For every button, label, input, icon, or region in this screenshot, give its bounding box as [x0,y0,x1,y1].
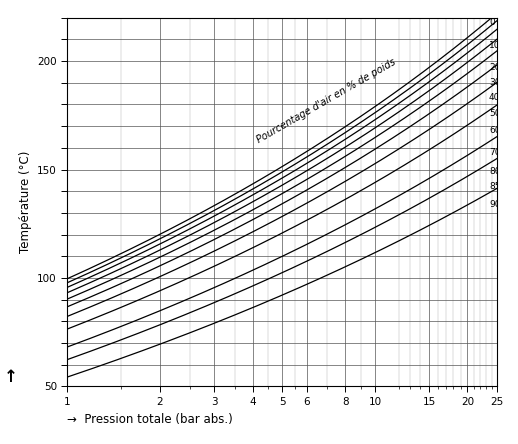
Text: 20: 20 [489,63,500,72]
Text: 40: 40 [489,94,500,103]
Text: 70: 70 [489,148,500,157]
Y-axis label: Température (°C): Température (°C) [19,151,32,253]
Text: 60: 60 [489,126,500,135]
Text: →  Pression totale (bar abs.): → Pression totale (bar abs.) [67,413,233,426]
Text: 50: 50 [489,109,500,118]
Text: 80: 80 [489,167,500,176]
Text: 30: 30 [489,78,500,87]
Text: 90: 90 [489,200,500,209]
Text: Pourcentage d'air en % de poids: Pourcentage d'air en % de poids [255,57,398,145]
Text: 85: 85 [489,182,500,191]
Text: 10: 10 [489,41,500,51]
Text: ↑: ↑ [4,368,17,386]
Text: 0: 0 [489,18,495,27]
